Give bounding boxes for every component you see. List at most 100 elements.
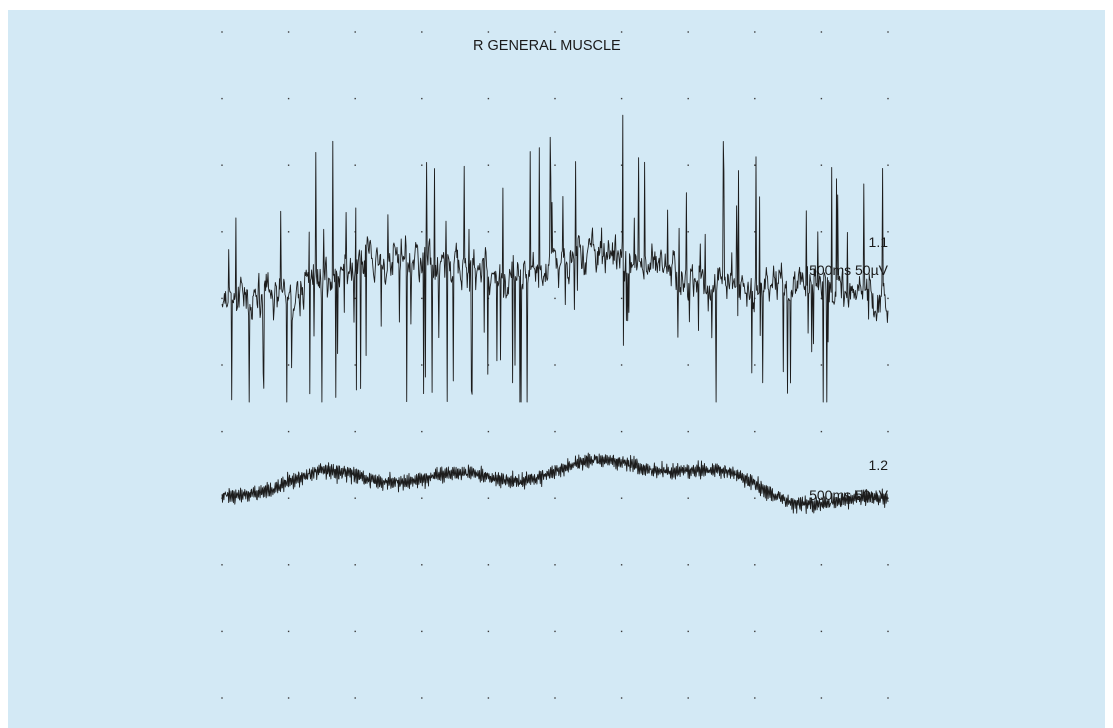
grid-dot bbox=[487, 564, 490, 566]
grid-dot bbox=[221, 430, 223, 433]
grid-dot bbox=[620, 297, 623, 300]
grid-dot bbox=[754, 231, 756, 233]
grid-dot bbox=[354, 297, 356, 300]
grid-dot bbox=[221, 31, 223, 33]
grid-dot bbox=[421, 231, 423, 233]
grid-dot bbox=[754, 164, 756, 166]
grid-dot bbox=[887, 31, 889, 33]
grid-dot bbox=[687, 31, 689, 33]
grid-dot bbox=[620, 97, 623, 100]
grid-dot bbox=[754, 364, 756, 366]
grid-dot bbox=[554, 630, 556, 633]
grid-dot bbox=[221, 164, 223, 166]
grid-dot bbox=[487, 630, 490, 633]
grid-dot bbox=[287, 697, 290, 699]
grid-dot bbox=[354, 497, 356, 499]
grid-dot bbox=[554, 297, 556, 300]
grid-dot bbox=[287, 164, 290, 166]
grid-dot bbox=[687, 231, 689, 233]
chart-title: R GENERAL MUSCLE bbox=[473, 38, 621, 54]
grid-dot bbox=[820, 630, 823, 633]
grid-dot bbox=[421, 364, 423, 366]
grid-dot bbox=[221, 564, 223, 566]
grid-dot bbox=[421, 164, 423, 166]
grid-dot bbox=[754, 630, 756, 633]
grid-dot bbox=[421, 297, 423, 300]
grid-dot bbox=[487, 430, 490, 433]
grid-dot bbox=[421, 630, 423, 633]
grid-dot bbox=[754, 697, 756, 699]
grid-dot bbox=[687, 630, 689, 633]
grid-dot bbox=[287, 97, 290, 100]
grid-dot bbox=[554, 364, 556, 366]
grid-dot bbox=[820, 364, 823, 366]
channel-1-2-label: 1.2 bbox=[869, 457, 889, 473]
grid-dot bbox=[887, 164, 889, 166]
grid-dot bbox=[487, 97, 490, 100]
grid-dot bbox=[620, 31, 623, 33]
grid-dot bbox=[620, 364, 623, 366]
grid-dot bbox=[887, 231, 889, 233]
grid-dot bbox=[820, 164, 823, 166]
grid-dot bbox=[820, 497, 823, 499]
grid-dot bbox=[820, 97, 823, 100]
grid-dot bbox=[754, 497, 756, 499]
grid-dot bbox=[221, 364, 223, 366]
grid-dot bbox=[754, 31, 756, 33]
grid-dot bbox=[887, 697, 889, 699]
grid-dot bbox=[421, 497, 423, 499]
emg-panel: R GENERAL MUSCLE 1.1 500ms 50µV 1.2 500m… bbox=[8, 10, 1105, 728]
grid-dot bbox=[354, 31, 356, 33]
grid-dot bbox=[287, 231, 290, 233]
trace-channel-1-2 bbox=[221, 452, 889, 514]
grid-dot bbox=[620, 697, 623, 699]
grid-dot bbox=[820, 564, 823, 566]
grid-dots bbox=[221, 31, 889, 699]
grid-dot bbox=[687, 364, 689, 366]
grid-dot bbox=[554, 430, 556, 433]
chart-background bbox=[8, 10, 1105, 728]
grid-dot bbox=[887, 97, 889, 100]
grid-dot bbox=[887, 364, 889, 366]
grid-dot bbox=[554, 564, 556, 566]
channel-1-2-scale-label: 500ms 50µV bbox=[809, 487, 889, 503]
grid-dot bbox=[554, 697, 556, 699]
grid-dot bbox=[354, 97, 356, 100]
grid-dot bbox=[221, 97, 223, 100]
grid-dot bbox=[754, 430, 756, 433]
grid-dot bbox=[354, 697, 356, 699]
grid-dot bbox=[887, 564, 889, 566]
grid-dot bbox=[287, 430, 290, 433]
grid-dot bbox=[554, 97, 556, 100]
grid-dot bbox=[554, 231, 556, 233]
grid-dot bbox=[287, 564, 290, 566]
trace-channel-1-1 bbox=[221, 114, 889, 403]
grid-dot bbox=[820, 231, 823, 233]
grid-dot bbox=[421, 97, 423, 100]
grid-dot bbox=[687, 697, 689, 699]
grid-dot bbox=[820, 31, 823, 33]
grid-dot bbox=[354, 430, 356, 433]
channel-1-1-label: 1.1 bbox=[869, 234, 889, 250]
grid-dot bbox=[620, 630, 623, 633]
grid-dot bbox=[820, 697, 823, 699]
grid-dot bbox=[287, 630, 290, 633]
grid-dot bbox=[221, 231, 223, 233]
grid-dot bbox=[487, 31, 490, 33]
grid-dot bbox=[421, 697, 423, 699]
grid-dot bbox=[687, 564, 689, 566]
grid-dot bbox=[620, 497, 623, 499]
grid-dot bbox=[887, 297, 889, 300]
grid-dot bbox=[687, 97, 689, 100]
grid-dot bbox=[487, 231, 490, 233]
emg-chart: R GENERAL MUSCLE 1.1 500ms 50µV 1.2 500m… bbox=[8, 10, 1105, 728]
grid-dot bbox=[354, 564, 356, 566]
grid-dot bbox=[487, 364, 490, 366]
grid-dot bbox=[687, 164, 689, 166]
grid-dot bbox=[620, 564, 623, 566]
grid-dot bbox=[887, 430, 889, 433]
grid-dot bbox=[887, 497, 889, 499]
grid-dot bbox=[487, 164, 490, 166]
grid-dot bbox=[820, 297, 823, 300]
grid-dot bbox=[487, 497, 490, 499]
